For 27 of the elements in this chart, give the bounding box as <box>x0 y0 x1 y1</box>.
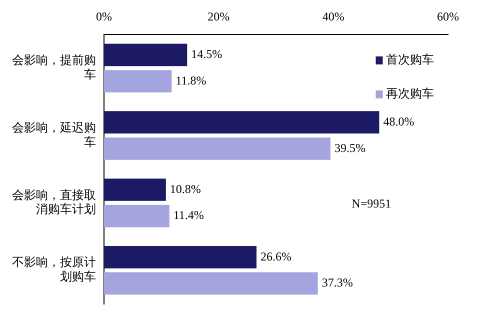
bar <box>104 246 257 268</box>
x-tick-label: 60% <box>437 9 459 24</box>
bar <box>104 178 166 201</box>
data-label: 10.8% <box>170 182 201 196</box>
x-tick-label: 0% <box>96 9 112 24</box>
bar <box>104 70 172 92</box>
y-tick-label: 会影响，延迟购车 <box>12 120 96 149</box>
y-tick-label: 会影响，直接取消购车计划 <box>12 188 96 216</box>
bar <box>104 111 380 134</box>
data-label: 39.5% <box>334 140 366 155</box>
legend-label: 再次购车 <box>386 86 434 101</box>
data-label: 37.3% <box>322 276 353 290</box>
legend-label: 首次购车 <box>386 52 434 67</box>
y-tick-label: 不影响，按原计划购车 <box>12 255 96 284</box>
bar <box>104 272 318 295</box>
annotation: N=9951 <box>352 196 392 211</box>
bar <box>104 204 170 228</box>
x-tick-label: 20% <box>208 9 230 24</box>
data-label: 14.5% <box>191 47 222 62</box>
data-label: 48.0% <box>383 114 414 129</box>
data-label: 26.6% <box>260 249 292 264</box>
bar <box>104 137 330 160</box>
y-tick-label: 会影响，提前购车 <box>12 53 96 82</box>
x-tick-label: 40% <box>322 9 344 24</box>
data-label: 11.4% <box>173 208 204 222</box>
bar <box>104 44 188 66</box>
data-label: 11.8% <box>176 73 206 88</box>
